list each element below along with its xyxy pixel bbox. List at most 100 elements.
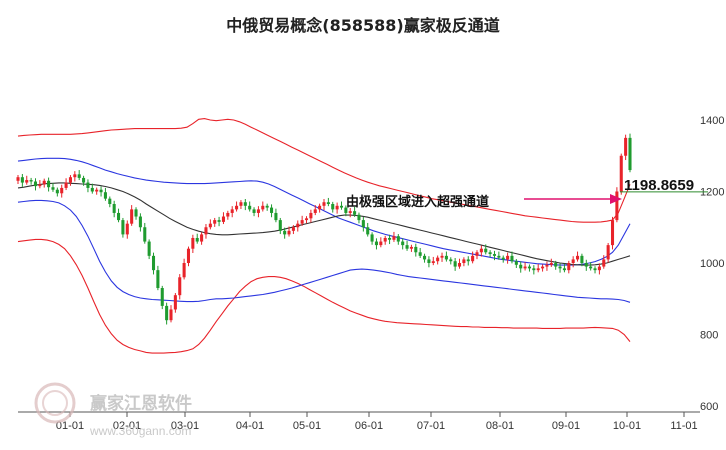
candle-body [160,288,164,306]
candle-body [243,202,247,206]
candle-body [73,174,77,178]
candle-body [562,268,566,271]
candle-body [60,187,64,194]
candle-body [165,305,169,321]
candle-body [256,209,260,213]
candle-body [576,255,580,260]
candle-body [492,254,497,256]
candle-body [427,259,431,263]
candle-body [278,220,282,231]
candle-body [226,212,230,217]
x-tick-label: 04-01 [236,420,264,432]
candle-body [580,255,584,263]
candle-body [55,189,59,194]
candle-body [169,309,173,321]
svg-text:www.360gann.com: www.360gann.com [89,424,191,438]
candle-body [593,268,597,271]
candle-body [200,234,204,242]
candle-body [488,252,492,255]
candle-body [221,216,225,222]
candle-body [42,180,46,185]
candle-body [541,266,545,269]
y-tick-label: 1200 [700,187,724,199]
x-tick-label: 02-01 [113,420,141,432]
x-tick-label: 11-01 [670,420,697,432]
candle-body [204,227,208,235]
candle-body [112,204,116,213]
candle-body [361,220,365,228]
candle-body [90,187,94,192]
candle-body [64,182,68,188]
candle-body [466,259,470,262]
candle-body [418,252,422,256]
candle-body [440,255,444,258]
candle-body [300,220,304,224]
candle-body [326,202,330,205]
candle-body [108,198,112,205]
candle-body [239,202,243,206]
candle-body [322,202,326,206]
candle-body [610,220,615,246]
candle-body [431,261,435,263]
inner-lower-band [17,199,631,303]
candle-body [313,209,317,213]
candle-body [182,263,186,278]
candle-body [597,266,601,271]
candle-body [423,255,427,260]
candle-body [353,211,357,215]
candle-body [357,214,361,221]
candle-body [208,223,212,228]
x-axis: 01-01 02-01 03-01 04-01 05-01 06-01 07-01 08-01… [18,411,700,432]
candle-body [274,212,278,221]
candle-body [584,263,588,267]
candle-body [291,227,295,231]
candle-body [519,264,523,269]
x-tick-label: 10-01 [613,420,641,432]
candle-body [366,227,370,235]
candle-body [545,264,549,267]
candle-body [554,263,558,267]
outer-upper-band [17,118,631,223]
candle-body [283,230,287,235]
candle-body [409,246,413,249]
candle-body [392,236,396,240]
candle-body [265,205,269,208]
candle-body [475,252,479,256]
candle-body [147,241,151,256]
candle-body [514,261,518,265]
candle-body [287,230,291,235]
candle-body [173,295,177,310]
candle-body [501,257,505,260]
candle-body [248,205,252,210]
candle-body [134,209,138,217]
x-tick-label: 09-01 [552,420,580,432]
candle-body [414,246,418,253]
candle-body [624,137,628,156]
candle-body [121,220,125,235]
candle-body [497,255,501,258]
candle-body [396,236,400,242]
candle-body [479,248,483,253]
candle-body [523,266,527,269]
signal-annotation: 由极强区域进入超强通道 1198.8659 [346,177,708,210]
candle-body [33,181,38,187]
candle-body [453,261,457,267]
candle-body [235,205,239,210]
arrow-head-icon [610,194,622,204]
candle-body [156,270,160,289]
candle-body [558,266,562,269]
candle-body [230,209,234,213]
channel-bands [17,118,631,354]
candle-body [304,218,309,221]
candle-body [117,212,121,221]
candle-body [536,268,540,271]
candle-body [103,192,107,199]
candle-body [261,205,265,210]
candle-body [86,182,90,188]
candle-body [77,174,81,178]
y-tick-label: 1400 [700,115,724,127]
candle-body [449,259,453,262]
candle-body [532,268,536,271]
candle-body [29,180,33,182]
candle-body [16,177,20,181]
